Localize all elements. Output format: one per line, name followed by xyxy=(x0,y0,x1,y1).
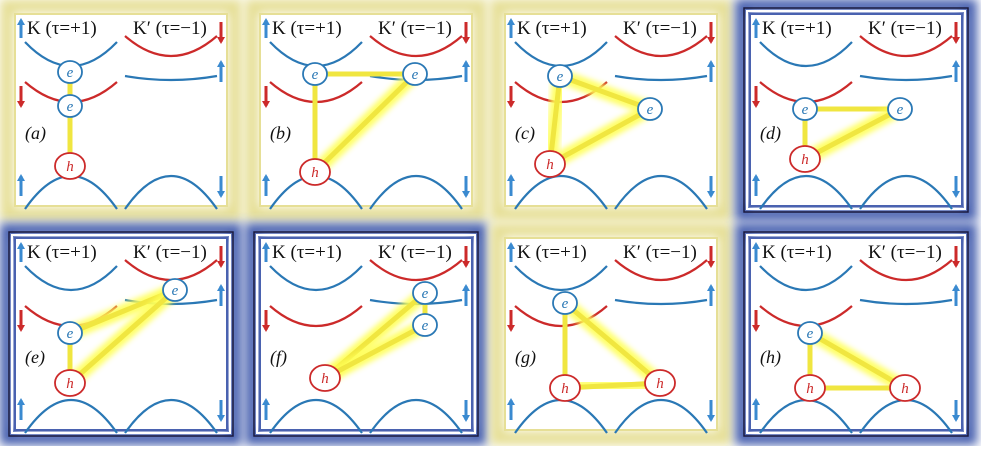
figure: K (τ=+1)K′ (τ=−1)eeh(a)K (τ=+1)K′ (τ=−1)… xyxy=(0,0,981,446)
particle-label: e xyxy=(557,69,564,85)
panel: K (τ=+1) K′ (τ=−1) e e h (d) xyxy=(742,6,970,214)
panel-label: (c) xyxy=(515,123,535,144)
valley-label: K (τ=+1) xyxy=(517,18,587,39)
particle-label: h xyxy=(66,376,74,392)
panel-label: (d) xyxy=(760,123,781,144)
valley-label: K′ (τ=−1) xyxy=(868,18,942,39)
frame-bg xyxy=(505,14,717,206)
panel-label: (g) xyxy=(515,347,536,368)
valley-label: K (τ=+1) xyxy=(762,18,832,39)
panel-label: (e) xyxy=(25,347,45,368)
panel: K (τ=+1) K′ (τ=−1) e e h (e) xyxy=(7,230,235,438)
particle-label: e xyxy=(172,283,179,299)
particle-label: h xyxy=(806,381,814,397)
particle-label: e xyxy=(807,326,814,342)
particle-label: e xyxy=(647,102,654,118)
particle-label: h xyxy=(546,157,554,173)
panel-label: (a) xyxy=(25,123,46,144)
particle-label: e xyxy=(312,67,319,83)
particle-label: h xyxy=(801,152,809,168)
particle-label: e xyxy=(412,67,419,83)
valley-label: K′ (τ=−1) xyxy=(133,18,207,39)
valley-label: K (τ=+1) xyxy=(272,18,342,39)
valley-label: K′ (τ=−1) xyxy=(378,242,452,263)
particle-label: e xyxy=(802,102,809,118)
valley-label: K (τ=+1) xyxy=(517,242,587,263)
panel: K (τ=+1) K′ (τ=−1) e h h (h) xyxy=(742,230,970,438)
frame-bg xyxy=(15,14,227,206)
panel-label: (f) xyxy=(270,347,287,368)
particle-label: h xyxy=(321,371,329,387)
valley-label: K′ (τ=−1) xyxy=(378,18,452,39)
valley-label: K′ (τ=−1) xyxy=(623,242,697,263)
particle-label: e xyxy=(422,286,429,302)
particle-label: h xyxy=(66,159,74,175)
valley-label: K′ (τ=−1) xyxy=(623,18,697,39)
particle-label: h xyxy=(656,376,664,392)
particle-label: e xyxy=(67,65,74,81)
particle-label: e xyxy=(422,318,429,334)
particle-label: e xyxy=(897,102,904,118)
particle-label: e xyxy=(67,326,74,342)
valley-label: K′ (τ=−1) xyxy=(868,242,942,263)
particle-label: e xyxy=(562,296,569,312)
valley-label: K (τ=+1) xyxy=(27,242,97,263)
panel-label: (b) xyxy=(270,123,291,144)
particle-label: h xyxy=(901,381,909,397)
panel: K (τ=+1) K′ (τ=−1) e e h (c) xyxy=(497,6,725,214)
valley-label: K (τ=+1) xyxy=(762,242,832,263)
valley-label: K (τ=+1) xyxy=(272,242,342,263)
panel: K (τ=+1) K′ (τ=−1) e h h (g) xyxy=(497,230,725,438)
valley-label: K′ (τ=−1) xyxy=(133,242,207,263)
panel: K (τ=+1) K′ (τ=−1) ee h (f) xyxy=(252,230,480,438)
particle-label: e xyxy=(67,99,74,115)
panel: K (τ=+1) K′ (τ=−1) e e h (b) xyxy=(252,6,480,214)
frame-bg xyxy=(260,14,472,206)
particle-label: h xyxy=(311,165,319,181)
panel-label: (h) xyxy=(760,347,781,368)
valley-label: K (τ=+1) xyxy=(27,18,97,39)
frame-bg xyxy=(750,238,962,430)
panel: K (τ=+1) K′ (τ=−1) e e h (a) xyxy=(7,6,235,214)
particle-label: h xyxy=(561,381,569,397)
